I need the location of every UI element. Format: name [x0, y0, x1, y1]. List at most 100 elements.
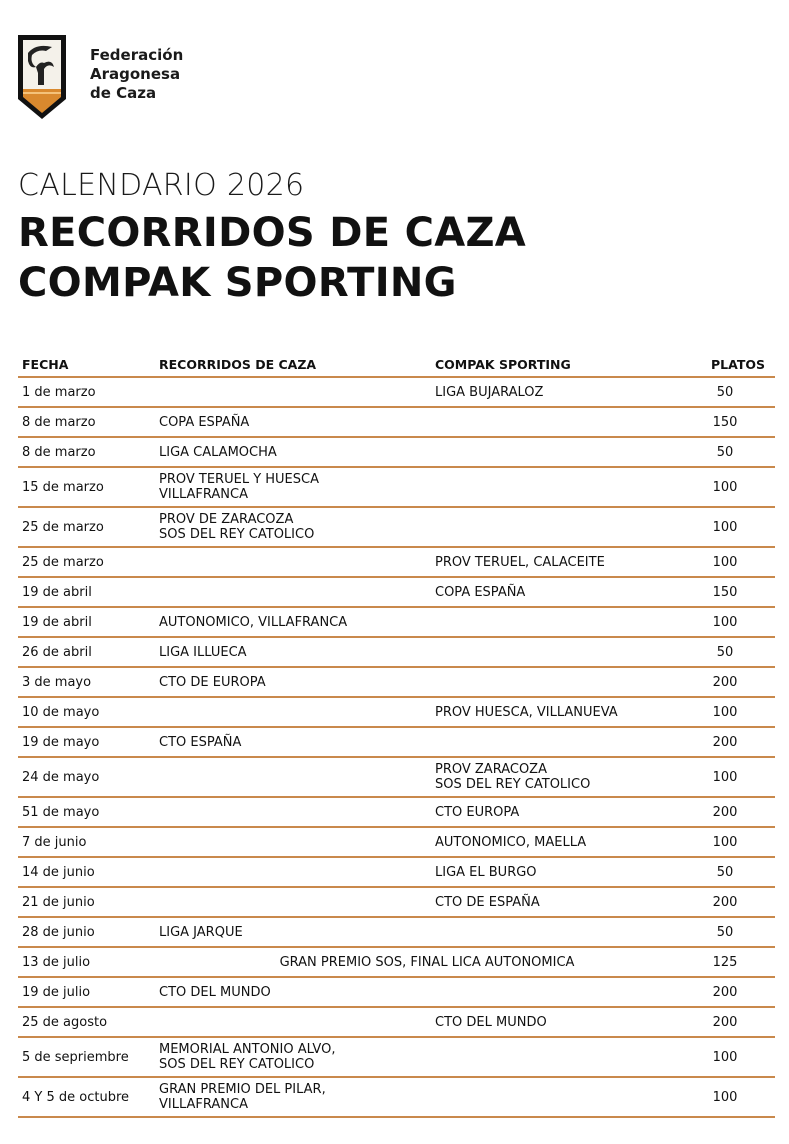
cell-platos: 100	[712, 519, 738, 535]
cell-combined-event: GRAN PREMIO SOS, FINAL LICA AUTONOMICA	[279, 954, 575, 970]
table-row: 19 de mayo CTO ESPAÑA 200	[18, 728, 775, 758]
cell-compak: AUTONOMICO, MAELLA	[435, 834, 587, 850]
cell-platos: 125	[712, 954, 738, 970]
table-row: 5 de sepriembre MEMORIAL ANTONIO ALVO, SOS…	[18, 1038, 775, 1078]
cell-recorridos: PROV DE ZARACOZA SOS DEL REY CATOLICO	[159, 512, 315, 542]
table-row: 15 de marzo PROV TERUEL Y HUESCA VILLAFRAN…	[18, 468, 775, 508]
cell-compak: LIGA BUJARALOZ	[435, 384, 544, 400]
cell-platos: 150	[712, 584, 738, 600]
table-row: 25 de agosto CTO DEL MUNDO 200	[18, 1008, 775, 1038]
cell-platos: 50	[716, 864, 734, 880]
table-header: FECHA RECORRIDOS DE CAZA COMPAK SPORTING…	[18, 352, 775, 378]
cell-recorridos: MEMORIAL ANTONIO ALVO, SOS DEL REY CATOLI…	[159, 1042, 336, 1072]
cell-platos: 50	[716, 444, 734, 460]
cell-fecha: 4 Y 5 de octubre	[22, 1089, 130, 1105]
cell-fecha: 15 de marzo	[22, 479, 104, 495]
cell-platos: 200	[712, 984, 738, 1000]
cell-recorridos: CTO DE EUROPA	[159, 674, 266, 690]
org-line: Aragonesa	[90, 65, 181, 83]
cell-fecha: 19 de abril	[22, 614, 92, 630]
cell-recorridos: LIGA JARQUE	[159, 924, 243, 940]
cell-platos: 150	[712, 414, 738, 430]
cell-compak: CTO DE ESPAÑA	[435, 894, 540, 910]
table-row: 24 de mayo PROV ZARACOZA SOS DEL REY CATOL…	[18, 758, 775, 798]
table-row: 19 de abril AUTONOMICO, VILLAFRANCA 100	[18, 608, 775, 638]
org-line: Federación	[90, 46, 184, 64]
table-row: 19 de julio CTO DEL MUNDO 200	[18, 978, 775, 1008]
cell-fecha: 25 de agosto	[22, 1014, 108, 1030]
cell-compak: LIGA EL BURGO	[435, 864, 537, 880]
page-title: RECORRIDOS DE CAZA COMPAK SPORTING	[18, 208, 526, 308]
org-line: de Caza	[90, 84, 157, 102]
cell-platos: 100	[712, 834, 738, 850]
table-row: 21 de junio CTO DE ESPAÑA 200	[18, 888, 775, 918]
header-fecha: FECHA	[22, 356, 69, 372]
header-platos: PLATOS	[711, 356, 765, 372]
cell-platos: 200	[712, 1014, 738, 1030]
cell-compak: CTO DEL MUNDO	[435, 1014, 547, 1030]
cell-recorridos: CTO DEL MUNDO	[159, 984, 271, 1000]
cell-recorridos: GRAN PREMIO DEL PILAR, VILLAFRANCA	[159, 1082, 326, 1112]
cell-fecha: 1 de marzo	[22, 384, 96, 400]
cell-recorridos: LIGA CALAMOCHA	[159, 444, 277, 460]
cell-recorridos: CTO ESPAÑA	[159, 734, 242, 750]
table-row: 26 de abril LIGA ILLUECA 50	[18, 638, 775, 668]
cell-fecha: 19 de abril	[22, 584, 92, 600]
cell-platos: 100	[712, 614, 738, 630]
cell-platos: 100	[712, 554, 738, 570]
cell-fecha: 3 de mayo	[22, 674, 92, 690]
cell-fecha: 28 de junio	[22, 924, 95, 940]
cell-recorridos: LIGA ILLUECA	[159, 644, 247, 660]
cell-platos: 200	[712, 674, 738, 690]
cell-fecha: 24 de mayo	[22, 769, 100, 785]
table-row: 3 de mayo CTO DE EUROPA 200	[18, 668, 775, 698]
cell-fecha: 5 de sepriembre	[22, 1049, 129, 1065]
table-row: 25 de marzo PROV DE ZARACOZA SOS DEL REY C…	[18, 508, 775, 548]
calendar-kicker: CALENDARIO 2026	[18, 168, 305, 203]
cell-platos: 100	[712, 1089, 738, 1105]
cell-fecha: 19 de julio	[22, 984, 91, 1000]
cell-platos: 50	[716, 644, 734, 660]
table-row: 8 de marzo COPA ESPAÑA 150	[18, 408, 775, 438]
cell-fecha: 26 de abril	[22, 644, 92, 660]
header-recorridos: RECORRIDOS DE CAZA	[159, 356, 317, 372]
table-row: 7 de junio AUTONOMICO, MAELLA 100	[18, 828, 775, 858]
table-row: 8 de marzo LIGA CALAMOCHA 50	[18, 438, 775, 468]
cell-fecha: 13 de julio	[22, 954, 91, 970]
cell-recorridos: COPA ESPAÑA	[159, 414, 250, 430]
cell-fecha: 10 de mayo	[22, 704, 100, 720]
table-row: 51 de mayo CTO EUROPA 200	[18, 798, 775, 828]
cell-fecha: 14 de junio	[22, 864, 95, 880]
events-table: FECHA RECORRIDOS DE CAZA COMPAK SPORTING…	[18, 352, 775, 1118]
cell-platos: 100	[712, 1049, 738, 1065]
table-row: 4 Y 5 de octubre GRAN PREMIO DEL PILAR, VI…	[18, 1078, 775, 1118]
cell-platos: 50	[716, 384, 734, 400]
cell-fecha: 25 de marzo	[22, 554, 104, 570]
cell-platos: 200	[712, 894, 738, 910]
table-row: 10 de mayo PROV HUESCA, VILLANUEVA 100	[18, 698, 775, 728]
cell-platos: 100	[712, 479, 738, 495]
cell-fecha: 25 de marzo	[22, 519, 104, 535]
cell-fecha: 7 de junio	[22, 834, 87, 850]
table-row: 13 de julio GRAN PREMIO SOS, FINAL LICA A…	[18, 948, 775, 978]
cell-fecha: 51 de mayo	[22, 804, 100, 820]
cell-compak: COPA ESPAÑA	[435, 584, 526, 600]
table-row: 28 de junio LIGA JARQUE 50	[18, 918, 775, 948]
cell-platos: 200	[712, 734, 738, 750]
cell-fecha: 19 de mayo	[22, 734, 100, 750]
federation-logo-icon	[18, 35, 66, 119]
cell-compak: PROV TERUEL, CALACEITE	[435, 554, 605, 570]
title-line: RECORRIDOS DE CAZA	[18, 210, 527, 256]
cell-recorridos: PROV TERUEL Y HUESCA VILLAFRANCA	[159, 472, 319, 502]
table-row: 19 de abril COPA ESPAÑA 150	[18, 578, 775, 608]
cell-platos: 200	[712, 804, 738, 820]
cell-platos: 100	[712, 704, 738, 720]
cell-platos: 100	[712, 769, 738, 785]
table-row: 1 de marzo LIGA BUJARALOZ 50	[18, 378, 775, 408]
cell-compak: PROV ZARACOZA SOS DEL REY CATOLICO	[435, 762, 591, 792]
cell-fecha: 8 de marzo	[22, 444, 96, 460]
cell-platos: 50	[716, 924, 734, 940]
cell-compak: PROV HUESCA, VILLANUEVA	[435, 704, 618, 720]
organization-name: Federación Aragonesa de Caza	[90, 46, 183, 103]
